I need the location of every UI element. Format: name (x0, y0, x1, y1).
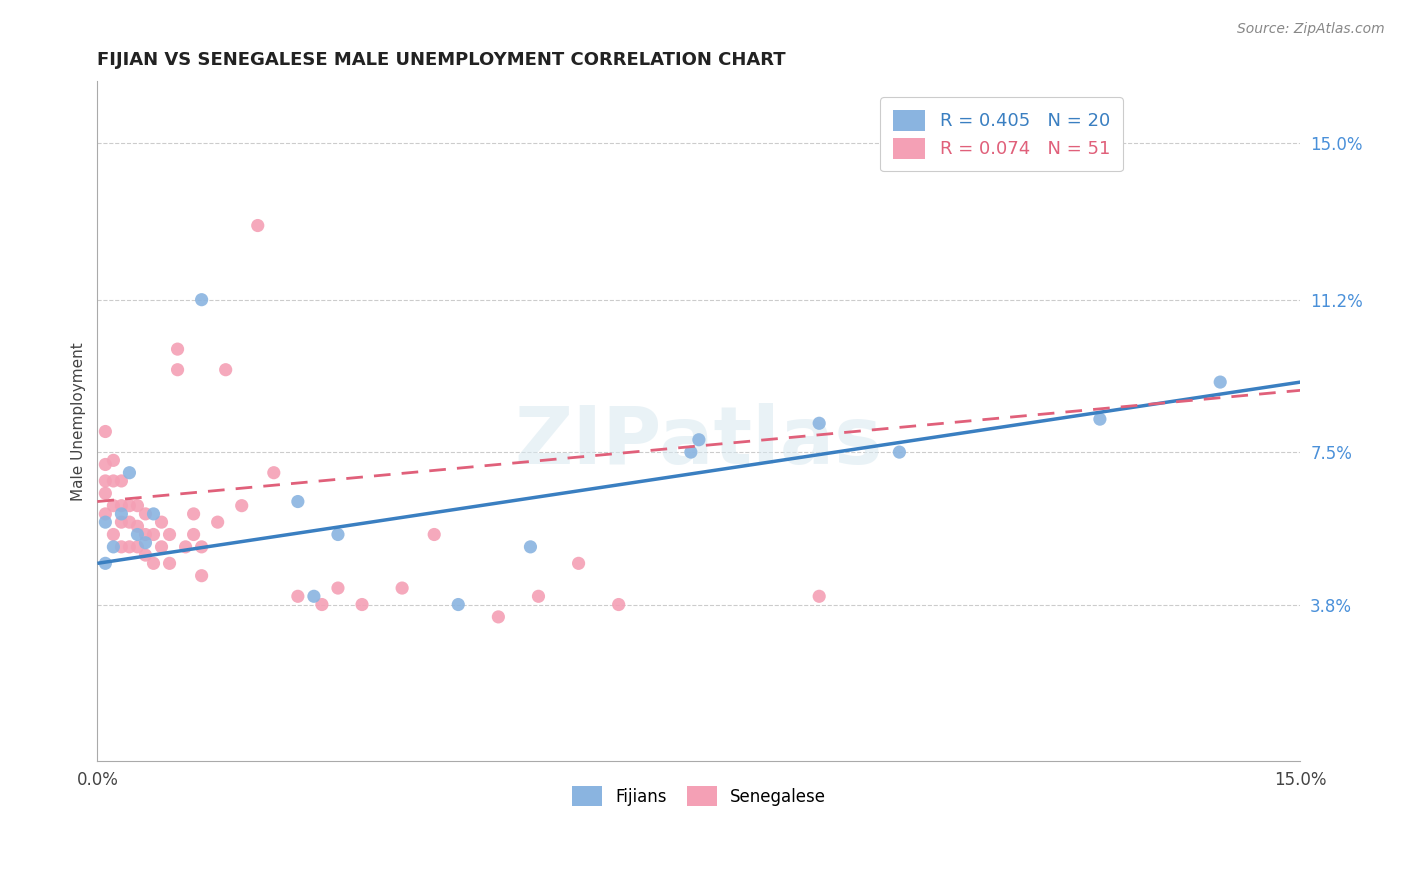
Point (1088, 412, 1111, 426)
Point (110, 507, 132, 521)
Point (174, 540, 197, 554)
Point (118, 515, 141, 529)
Point (166, 342, 188, 356)
Point (447, 598, 470, 612)
Point (103, 453, 125, 467)
Point (607, 598, 630, 612)
Point (246, 219, 269, 233)
Point (127, 540, 149, 554)
Point (94, 557, 117, 571)
Point (215, 362, 238, 376)
Point (103, 527, 125, 541)
Point (519, 540, 541, 554)
Point (94, 515, 117, 529)
Text: ZIPatlas: ZIPatlas (515, 402, 883, 481)
Point (110, 499, 132, 513)
Point (326, 527, 349, 541)
Point (287, 589, 309, 603)
Point (110, 474, 132, 488)
Point (142, 557, 165, 571)
Point (326, 581, 349, 595)
Point (183, 527, 205, 541)
Point (110, 515, 132, 529)
Point (110, 540, 132, 554)
Point (134, 535, 156, 549)
Point (103, 540, 125, 554)
Point (127, 527, 149, 541)
Point (166, 362, 188, 376)
Point (391, 581, 413, 595)
Point (190, 293, 212, 307)
Point (423, 527, 446, 541)
Point (207, 515, 229, 529)
Point (231, 499, 253, 513)
Point (142, 507, 165, 521)
Point (190, 568, 212, 582)
Point (527, 589, 550, 603)
Point (486, 610, 509, 624)
Point (150, 515, 173, 529)
Y-axis label: Male Unemployment: Male Unemployment (72, 342, 86, 500)
Point (94, 507, 117, 521)
Point (94, 486, 117, 500)
Point (134, 507, 156, 521)
Point (150, 540, 173, 554)
Point (568, 557, 591, 571)
Point (118, 466, 141, 480)
Point (350, 598, 373, 612)
Point (688, 433, 710, 447)
Point (287, 494, 309, 508)
Point (118, 499, 141, 513)
Point (103, 499, 125, 513)
Text: Source: ZipAtlas.com: Source: ZipAtlas.com (1237, 22, 1385, 37)
Point (134, 548, 156, 562)
Legend: Fijians, Senegalese: Fijians, Senegalese (564, 778, 834, 814)
Point (94, 425, 117, 439)
Point (134, 527, 156, 541)
Point (127, 519, 149, 533)
Point (103, 474, 125, 488)
Point (311, 598, 333, 612)
Point (1209, 375, 1232, 389)
Point (159, 527, 181, 541)
Point (679, 445, 702, 459)
Point (808, 589, 831, 603)
Point (183, 507, 205, 521)
Point (127, 499, 149, 513)
Point (263, 466, 285, 480)
Point (302, 589, 325, 603)
Point (190, 540, 212, 554)
Point (808, 417, 831, 431)
Text: FIJIAN VS SENEGALESE MALE UNEMPLOYMENT CORRELATION CHART: FIJIAN VS SENEGALESE MALE UNEMPLOYMENT C… (97, 51, 786, 69)
Point (142, 527, 165, 541)
Point (94, 474, 117, 488)
Point (159, 557, 181, 571)
Point (889, 445, 911, 459)
Point (94, 458, 117, 472)
Point (118, 540, 141, 554)
